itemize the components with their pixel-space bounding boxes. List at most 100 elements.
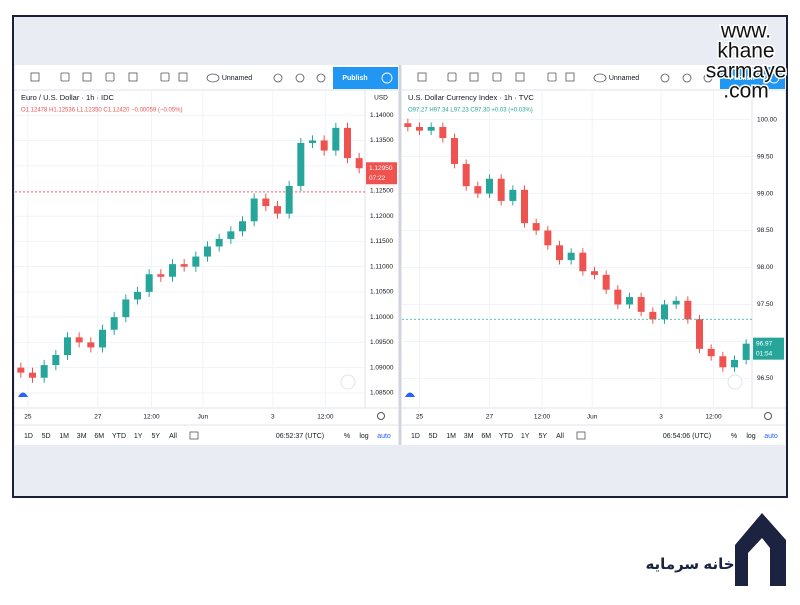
- timeframe[interactable]: 1Y: [521, 433, 530, 440]
- ohlc-legend: O1.12478 H1.12536 L1.12350 C1.12420 −0.0…: [21, 108, 182, 114]
- toolbar-icon[interactable]: [469, 72, 479, 82]
- y-tick-label: 1.09500: [370, 339, 394, 346]
- x-tick-label: 12:00: [705, 414, 722, 421]
- y-tick-label: 98.50: [757, 227, 774, 234]
- candle-body: [87, 342, 95, 348]
- candle-body: [521, 189, 528, 224]
- toolbar-icon[interactable]: [316, 73, 326, 83]
- toolbar-icon[interactable]: [105, 72, 115, 82]
- toolbar-icon[interactable]: [178, 72, 188, 82]
- timeframe[interactable]: 6M: [481, 433, 491, 440]
- candle-body: [145, 274, 153, 292]
- timeframe[interactable]: All: [556, 433, 564, 440]
- candle-body: [544, 230, 552, 246]
- x-tick-label: 3: [271, 414, 275, 421]
- toolbar-icon[interactable]: [515, 72, 525, 82]
- candle-body: [404, 123, 412, 127]
- last-price-label: 96.97: [756, 340, 773, 347]
- candle-body: [462, 163, 470, 187]
- timeframe[interactable]: 6M: [94, 433, 104, 440]
- toolbar-icon[interactable]: [273, 73, 283, 83]
- candle-body: [52, 355, 60, 366]
- timeframe[interactable]: 5Y: [152, 433, 161, 440]
- timeframe[interactable]: 1D: [24, 433, 33, 440]
- candle-body: [672, 300, 680, 305]
- timeframe[interactable]: 5D: [429, 433, 438, 440]
- timeframe[interactable]: 1D: [411, 433, 420, 440]
- auto-toggle[interactable]: auto: [377, 433, 391, 440]
- toolbar-icon[interactable]: [128, 72, 138, 82]
- cloud-icon[interactable]: [206, 73, 220, 83]
- settings-icon[interactable]: [764, 412, 772, 420]
- scroll-button[interactable]: [340, 374, 356, 390]
- toolbar-icon[interactable]: [660, 73, 670, 83]
- layout-name[interactable]: Unnamed: [222, 75, 252, 82]
- publish-button[interactable]: [720, 67, 785, 89]
- candle-body: [556, 245, 563, 261]
- timeframe[interactable]: 5D: [42, 433, 51, 440]
- toolbar-icon[interactable]: [447, 72, 457, 82]
- layout-name[interactable]: Unnamed: [609, 75, 639, 82]
- candle-body: [262, 198, 270, 207]
- countdown: 07:22: [369, 175, 386, 182]
- timeframe[interactable]: 1Y: [134, 433, 143, 440]
- candle-body: [215, 238, 223, 247]
- timeframe[interactable]: 3M: [77, 433, 87, 440]
- timeframe[interactable]: All: [169, 433, 177, 440]
- timeframe[interactable]: YTD: [499, 433, 513, 440]
- cloud-icon[interactable]: [593, 73, 607, 83]
- settings-icon[interactable]: [377, 412, 385, 420]
- timeframe[interactable]: 3M: [464, 433, 474, 440]
- timeframe[interactable]: 1M: [446, 433, 456, 440]
- calendar-icon[interactable]: [189, 431, 199, 440]
- percent-toggle[interactable]: %: [731, 433, 737, 440]
- timeframe[interactable]: YTD: [112, 433, 126, 440]
- watermark-line: sarmaye: [706, 60, 787, 83]
- candle-body: [451, 138, 458, 164]
- percent-toggle[interactable]: %: [344, 433, 350, 440]
- replay-icon[interactable]: [381, 72, 393, 84]
- auto-toggle[interactable]: auto: [764, 433, 778, 440]
- x-tick-label: 12:00: [534, 414, 551, 421]
- toolbar-icon[interactable]: [682, 73, 692, 83]
- publish-button[interactable]: [333, 67, 398, 89]
- countdown: 01:54: [756, 350, 773, 357]
- x-tick-label: 12:00: [143, 414, 160, 421]
- candle-body: [626, 297, 633, 305]
- chart-title: Euro / U.S. Dollar · 1h · IDC: [21, 93, 115, 102]
- toolbar-icon[interactable]: [492, 72, 502, 82]
- candle-body: [532, 223, 540, 231]
- replay-icon[interactable]: [768, 72, 780, 84]
- x-tick-label: 27: [94, 414, 102, 421]
- watermark-line: www.: [720, 20, 771, 43]
- toolbar-icon[interactable]: [565, 72, 575, 82]
- candle-body: [122, 299, 130, 318]
- last-price-tag: [753, 337, 784, 360]
- toolbar-icon[interactable]: [60, 72, 70, 82]
- scroll-button[interactable]: [727, 374, 743, 390]
- toolbar-icon[interactable]: [295, 73, 305, 83]
- candle-body: [696, 319, 703, 349]
- toolbar-icon[interactable]: [30, 72, 40, 82]
- panel: Unnamed Publish 1D 5D 1M 3M 6M YTD 1Y 5Y All 06:54:…: [402, 67, 785, 440]
- toolbar-icon[interactable]: [82, 72, 92, 82]
- y-tick-label: 1.10500: [370, 289, 394, 296]
- publish-label[interactable]: Publish: [729, 75, 754, 82]
- log-toggle[interactable]: log: [746, 433, 755, 440]
- candle-body: [742, 343, 750, 360]
- timeframe[interactable]: 5Y: [539, 433, 548, 440]
- toolbar-icon[interactable]: [547, 72, 557, 82]
- publish-label[interactable]: Publish: [342, 75, 367, 82]
- candle-body: [192, 256, 200, 267]
- chart: 96.5097.0097.5098.0098.5099.0099.50100.0…: [402, 90, 785, 421]
- toolbar-icon[interactable]: [417, 72, 427, 82]
- x-tick-label: 25: [24, 414, 32, 421]
- timeframe[interactable]: 1M: [59, 433, 69, 440]
- calendar-icon[interactable]: [576, 431, 586, 440]
- y-tick-label: 96.50: [757, 375, 774, 382]
- toolbar-icon[interactable]: [160, 72, 170, 82]
- candle-body: [427, 126, 435, 131]
- toolbar-icon[interactable]: [703, 73, 713, 83]
- log-toggle[interactable]: log: [359, 433, 368, 440]
